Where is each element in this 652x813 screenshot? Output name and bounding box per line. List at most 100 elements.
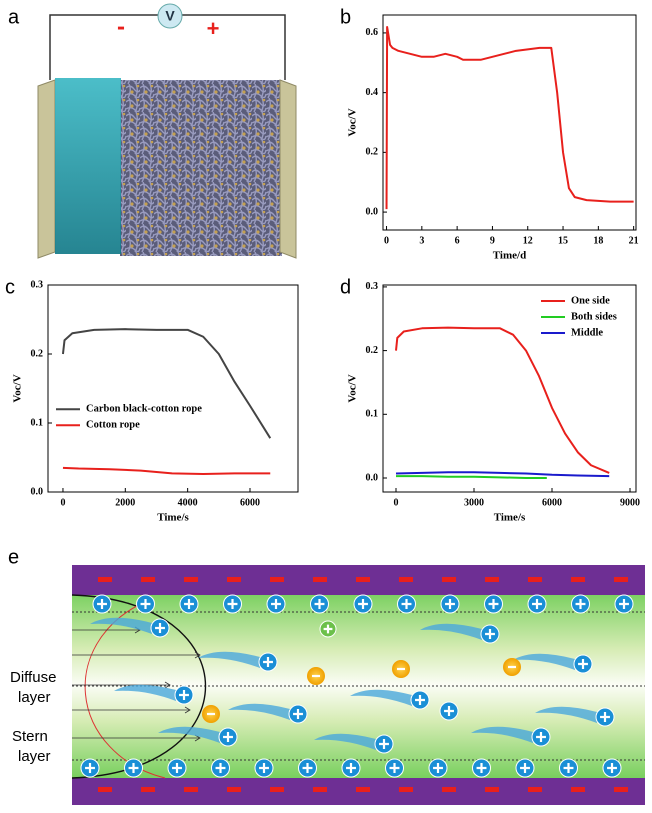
- legend-label: Cotton rope: [86, 420, 140, 431]
- neg-charge: [399, 577, 413, 582]
- cation-sign: [172, 763, 182, 773]
- x-tick-label: 0: [394, 497, 399, 508]
- neg-charge: [485, 787, 499, 792]
- cation-sign: [85, 763, 95, 773]
- neg-charge: [98, 577, 112, 582]
- meter-label: V: [165, 8, 175, 24]
- y-tick-label: 0.3: [31, 279, 44, 290]
- comet: [114, 684, 176, 701]
- cation-sign: [227, 599, 238, 609]
- cation-sign: [293, 709, 303, 719]
- cation-sign: [140, 599, 151, 609]
- cation-sign: [575, 599, 586, 609]
- panel-label: b: [340, 6, 351, 28]
- y-tick-label: 0.1: [366, 409, 379, 420]
- y-tick-label: 0.2: [31, 348, 44, 359]
- comet: [350, 689, 412, 706]
- data-line: [396, 475, 547, 479]
- arrow-head: [184, 706, 191, 714]
- neg-charge: [442, 787, 456, 792]
- y-axis-label: Voc/V: [347, 108, 359, 136]
- data-line: [385, 25, 634, 210]
- neg-charge: [98, 787, 112, 792]
- neg-charge: [141, 577, 155, 582]
- data-line: [395, 326, 610, 474]
- cation-sign: [155, 623, 165, 633]
- cation-sign: [259, 763, 269, 773]
- comet: [513, 653, 575, 670]
- comet: [158, 726, 220, 743]
- cation-sign: [607, 763, 617, 773]
- neg-charge: [571, 577, 585, 582]
- wire: [49, 14, 286, 80]
- side-label: layer: [18, 748, 51, 765]
- cation-sign: [346, 763, 356, 773]
- x-tick-label: 3000: [464, 497, 484, 508]
- neg-charge: [184, 577, 198, 582]
- x-axis-label: Time/s: [157, 512, 189, 524]
- cation-sign: [476, 763, 487, 773]
- neg-charge: [528, 577, 542, 582]
- y-tick-label: 0.6: [366, 27, 379, 38]
- arrow-head: [164, 681, 171, 689]
- voltmeter: [157, 3, 183, 29]
- data-line: [61, 328, 272, 439]
- neg-charge: [442, 577, 456, 582]
- neg-charge: [571, 787, 585, 792]
- neg-charge: [356, 577, 370, 582]
- x-tick-label: 0: [60, 497, 65, 508]
- panel-label: d: [340, 276, 351, 298]
- neg-charge: [184, 787, 198, 792]
- x-tick-label: 18: [593, 235, 603, 246]
- plot-frame: [47, 284, 299, 493]
- cation-sign: [415, 695, 425, 705]
- y-axis-label: Voc/V: [347, 374, 359, 402]
- comet: [198, 651, 260, 668]
- data-line: [395, 471, 610, 478]
- comet: [535, 706, 597, 723]
- comet: [471, 726, 533, 743]
- y-tick-label: 0.0: [366, 472, 379, 483]
- cation-sign: [485, 629, 495, 639]
- cation-sign: [379, 739, 389, 749]
- cation-sign: [488, 599, 499, 609]
- plus-sign: +: [207, 16, 220, 41]
- minus-sign: -: [117, 13, 125, 40]
- neg-charge: [227, 577, 241, 582]
- cation-sign: [179, 690, 189, 700]
- y-tick-label: 0.1: [31, 417, 44, 428]
- cation-sign: [128, 763, 139, 773]
- fiber-block: [120, 80, 282, 256]
- side-label: Diffuse: [10, 669, 56, 686]
- cation-sign: [563, 763, 574, 773]
- panel-label: c: [5, 276, 15, 298]
- neg-charge: [399, 787, 413, 792]
- cation-sign: [97, 599, 107, 609]
- y-tick-label: 0.0: [366, 206, 379, 217]
- neg-charge: [141, 787, 155, 792]
- panel-a: a V - +: [8, 3, 297, 259]
- x-tick-label: 15: [558, 235, 568, 246]
- cation-sign: [358, 599, 368, 609]
- comet: [314, 733, 376, 750]
- cation-sign: [433, 763, 443, 773]
- plot-frame: [382, 284, 637, 493]
- legend-label: One side: [571, 295, 610, 306]
- y-axis-label: Voc/V: [12, 374, 24, 402]
- cation-sign: [271, 599, 281, 609]
- neg-charge: [614, 577, 628, 582]
- cation-sign: [444, 706, 454, 716]
- neg-charge: [227, 787, 241, 792]
- legend-label: Both sides: [571, 311, 617, 322]
- y-tick-label: 0.3: [366, 281, 379, 292]
- x-tick-label: 21: [629, 235, 639, 246]
- arrow-head: [194, 651, 201, 659]
- cation-sign: [323, 624, 333, 634]
- neg-charge: [485, 577, 499, 582]
- x-tick-label: 6: [455, 235, 460, 246]
- side-label: Stern: [12, 728, 48, 745]
- cation-sign: [314, 599, 325, 609]
- neg-charge: [528, 787, 542, 792]
